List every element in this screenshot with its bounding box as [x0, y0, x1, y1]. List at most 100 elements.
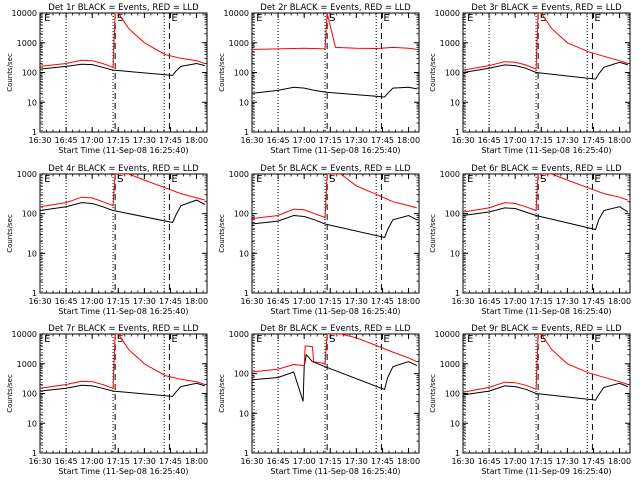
- x-tick-label: 17:15: [319, 297, 342, 306]
- y-tick-label: 10: [239, 249, 249, 258]
- chart-title: Det 3r BLACK = Events, RED = LLD: [471, 3, 622, 13]
- y-tick-label: 10000: [12, 9, 37, 18]
- x-tick-label: 17:15: [530, 457, 553, 466]
- chart-title: Det 9r BLACK = Events, RED = LLD: [471, 324, 622, 334]
- y-tick-label: 100: [445, 210, 460, 219]
- series-line-lld: [40, 334, 206, 390]
- series-line-lld: [463, 174, 629, 213]
- plot-frame: [251, 12, 420, 133]
- y-tick-label: 1000: [440, 170, 460, 179]
- x-tick-label: 18:00: [397, 136, 420, 145]
- x-tick-label: 17:45: [159, 457, 182, 466]
- x-tick-label: 17:45: [582, 136, 605, 145]
- x-tick-label: 16:30: [451, 136, 474, 145]
- event-marker-label: E: [594, 13, 600, 24]
- y-tick-label: 100: [234, 69, 249, 78]
- y-tick-label: 100: [234, 210, 249, 219]
- y-tick-label: 10: [27, 249, 37, 258]
- y-tick-label: 10: [450, 98, 460, 107]
- event-marker-label: E: [467, 334, 473, 345]
- x-tick-label: 17:45: [159, 136, 182, 145]
- y-tick-label: 100: [22, 69, 37, 78]
- x-tick-label: 17:45: [159, 297, 182, 306]
- plot-frame: [39, 333, 208, 454]
- y-tick-label: 1: [455, 449, 460, 458]
- event-marker-label: S: [329, 13, 335, 24]
- x-tick-label: 18:00: [397, 457, 420, 466]
- y-axis-label: Counts/sec: [429, 374, 437, 413]
- y-tick-label: 1: [32, 449, 37, 458]
- chart-panel-6: Det 6r BLACK = Events, RED = LLD 1 10 100 10…: [429, 164, 631, 316]
- y-tick-label: 100: [445, 390, 460, 399]
- y-tick-label: 10: [239, 98, 249, 107]
- y-tick-label: 1000: [17, 39, 37, 48]
- event-marker-label: E: [256, 174, 262, 185]
- y-axis-label: Counts/sec: [429, 53, 437, 92]
- x-tick-label: 18:00: [608, 297, 631, 306]
- x-tick-label: 16:30: [240, 136, 263, 145]
- event-marker-label: E: [44, 334, 50, 345]
- x-tick-label: 16:45: [478, 297, 501, 306]
- x-axis-label: Start Time (11-Sep-08 16:25:40): [481, 307, 611, 316]
- x-tick-label: 17:45: [371, 136, 394, 145]
- x-tick-label: 16:45: [478, 136, 501, 145]
- chart-panel-1: Det 1r BLACK = Events, RED = LLD 1 10 100 10…: [6, 3, 208, 155]
- x-tick-label: 17:30: [345, 457, 368, 466]
- chart-panel-7: Det 7r BLACK = Events, RED = LLD 1 10 100 10…: [6, 324, 208, 476]
- series-line-lld: [252, 13, 417, 50]
- chart-title: Det 4r BLACK = Events, RED = LLD: [48, 164, 199, 174]
- event-marker-label: S: [540, 334, 546, 345]
- y-tick-label: 1000: [229, 39, 249, 48]
- event-marker-label: E: [467, 174, 473, 185]
- plot-frame: [251, 333, 420, 454]
- series-line-lld: [463, 334, 629, 393]
- x-tick-label: 17:00: [293, 136, 316, 145]
- series-line-lld: [252, 174, 418, 220]
- series-line-events: [252, 214, 418, 239]
- x-tick-label: 17:00: [504, 136, 527, 145]
- y-axis-label: Counts/sec: [6, 214, 14, 253]
- series-line-lld: [252, 334, 418, 373]
- y-tick-label: 10: [450, 419, 460, 428]
- chart-title: Det 6r BLACK = Events, RED = LLD: [471, 164, 622, 174]
- chart-panel-3: Det 3r BLACK = Events, RED = LLD 1 10 100 10…: [429, 3, 631, 155]
- series-line-events: [40, 62, 206, 76]
- chart-title: Det 7r BLACK = Events, RED = LLD: [48, 324, 199, 334]
- event-marker-label: E: [256, 334, 262, 345]
- y-tick-label: 1000: [17, 170, 37, 179]
- x-tick-label: 18:00: [608, 136, 631, 145]
- y-tick-label: 10: [27, 419, 37, 428]
- y-tick-label: 10000: [224, 9, 249, 18]
- chart-title: Det 2r BLACK = Events, RED = LLD: [260, 3, 411, 13]
- y-tick-label: 100: [22, 210, 37, 219]
- plot-frame: [39, 12, 208, 133]
- x-tick-label: 16:30: [28, 457, 51, 466]
- event-marker-label: E: [383, 174, 389, 185]
- event-marker-label: S: [329, 334, 335, 345]
- x-axis-label: Start Time (11-Sep-08 16:25:40): [270, 307, 400, 316]
- chart-panel-4: Det 4r BLACK = Events, RED = LLD 1 10 100 10…: [6, 164, 208, 316]
- series-line-lld: [40, 13, 206, 69]
- y-tick-label: 1000: [440, 39, 460, 48]
- series-line-events: [463, 382, 629, 401]
- x-tick-label: 17:15: [107, 297, 130, 306]
- x-tick-label: 17:30: [345, 297, 368, 306]
- y-axis-label: Counts/sec: [429, 214, 437, 253]
- x-tick-label: 16:45: [478, 457, 501, 466]
- x-axis-label: Start Time (11-Sep-08 16:25:40): [270, 146, 400, 155]
- y-tick-label: 10000: [435, 330, 460, 339]
- y-tick-label: 1: [244, 128, 249, 137]
- x-tick-label: 18:00: [185, 136, 208, 145]
- y-axis-label: Counts/sec: [6, 53, 14, 92]
- x-tick-label: 17:30: [133, 136, 156, 145]
- series-line-events: [252, 86, 418, 98]
- series-line-events: [40, 199, 206, 224]
- y-tick-label: 1: [32, 128, 37, 137]
- x-tick-label: 17:00: [504, 297, 527, 306]
- event-marker-label: S: [117, 174, 123, 185]
- x-tick-label: 16:30: [451, 297, 474, 306]
- x-axis-label: Start Time (11-Sep-08 16:25:40): [58, 307, 188, 316]
- series-line-events: [252, 353, 418, 402]
- event-marker-label: E: [171, 334, 177, 345]
